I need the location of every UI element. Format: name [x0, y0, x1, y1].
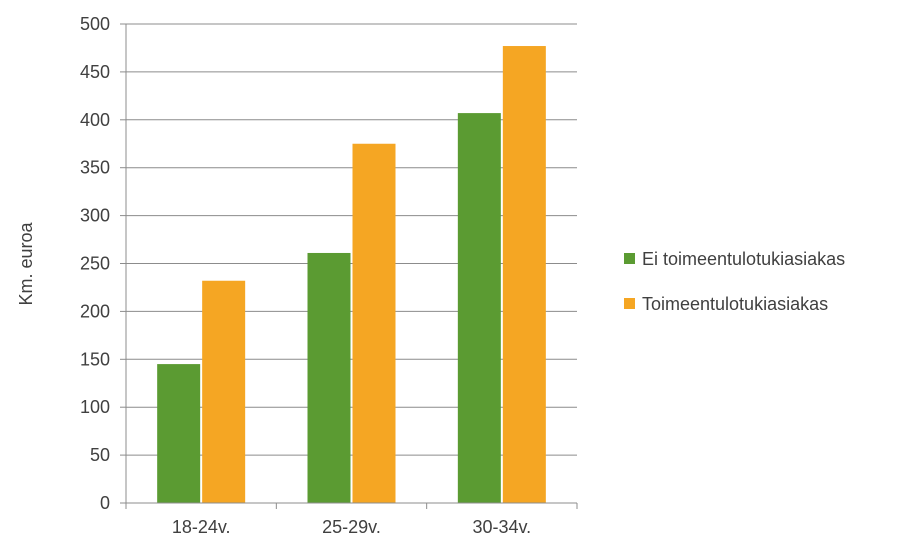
legend-label: Ei toimeentulotukiasiakas: [642, 249, 845, 269]
y-tick-label: 400: [80, 110, 110, 130]
x-tick-label: 30-34v.: [472, 517, 531, 537]
y-tick-label: 0: [100, 493, 110, 513]
y-tick-label: 100: [80, 397, 110, 417]
bar-ei-toimeentulotukiasiakas: [307, 252, 351, 503]
bar-ei-toimeentulotukiasiakas: [157, 364, 201, 503]
axes: [120, 23, 578, 509]
y-tick-label: 200: [80, 301, 110, 321]
bar-toimeentulotukiasiakas: [202, 280, 246, 503]
x-tick-label: 18-24v.: [172, 517, 231, 537]
legend-swatch: [624, 253, 635, 264]
y-tick-label: 150: [80, 349, 110, 369]
gridlines: [126, 23, 577, 456]
legend-label: Toimeentulotukiasiakas: [642, 294, 828, 314]
legend: Ei toimeentulotukiasiakas Toimeentulotuki…: [624, 249, 845, 314]
y-tick-label: 350: [80, 158, 110, 178]
x-tick-label: 25-29v.: [322, 517, 381, 537]
y-tick-label: 50: [90, 445, 110, 465]
bars: [157, 46, 546, 504]
y-tick-label: 450: [80, 62, 110, 82]
y-tick-label: 300: [80, 206, 110, 226]
x-tick-labels: 18-24v. 25-29v. 30-34v.: [172, 517, 531, 537]
y-axis-label: Km. euroa: [16, 221, 36, 305]
y-tick-label: 250: [80, 254, 110, 274]
y-tick-label: 500: [80, 14, 110, 34]
bar-ei-toimeentulotukiasiakas: [457, 113, 501, 504]
bar-toimeentulotukiasiakas: [502, 46, 546, 504]
y-tick-labels: 0 50 100 150 200 250 300 350 400 450 500: [80, 14, 110, 513]
bar-toimeentulotukiasiakas: [352, 143, 396, 503]
legend-swatch: [624, 298, 635, 309]
